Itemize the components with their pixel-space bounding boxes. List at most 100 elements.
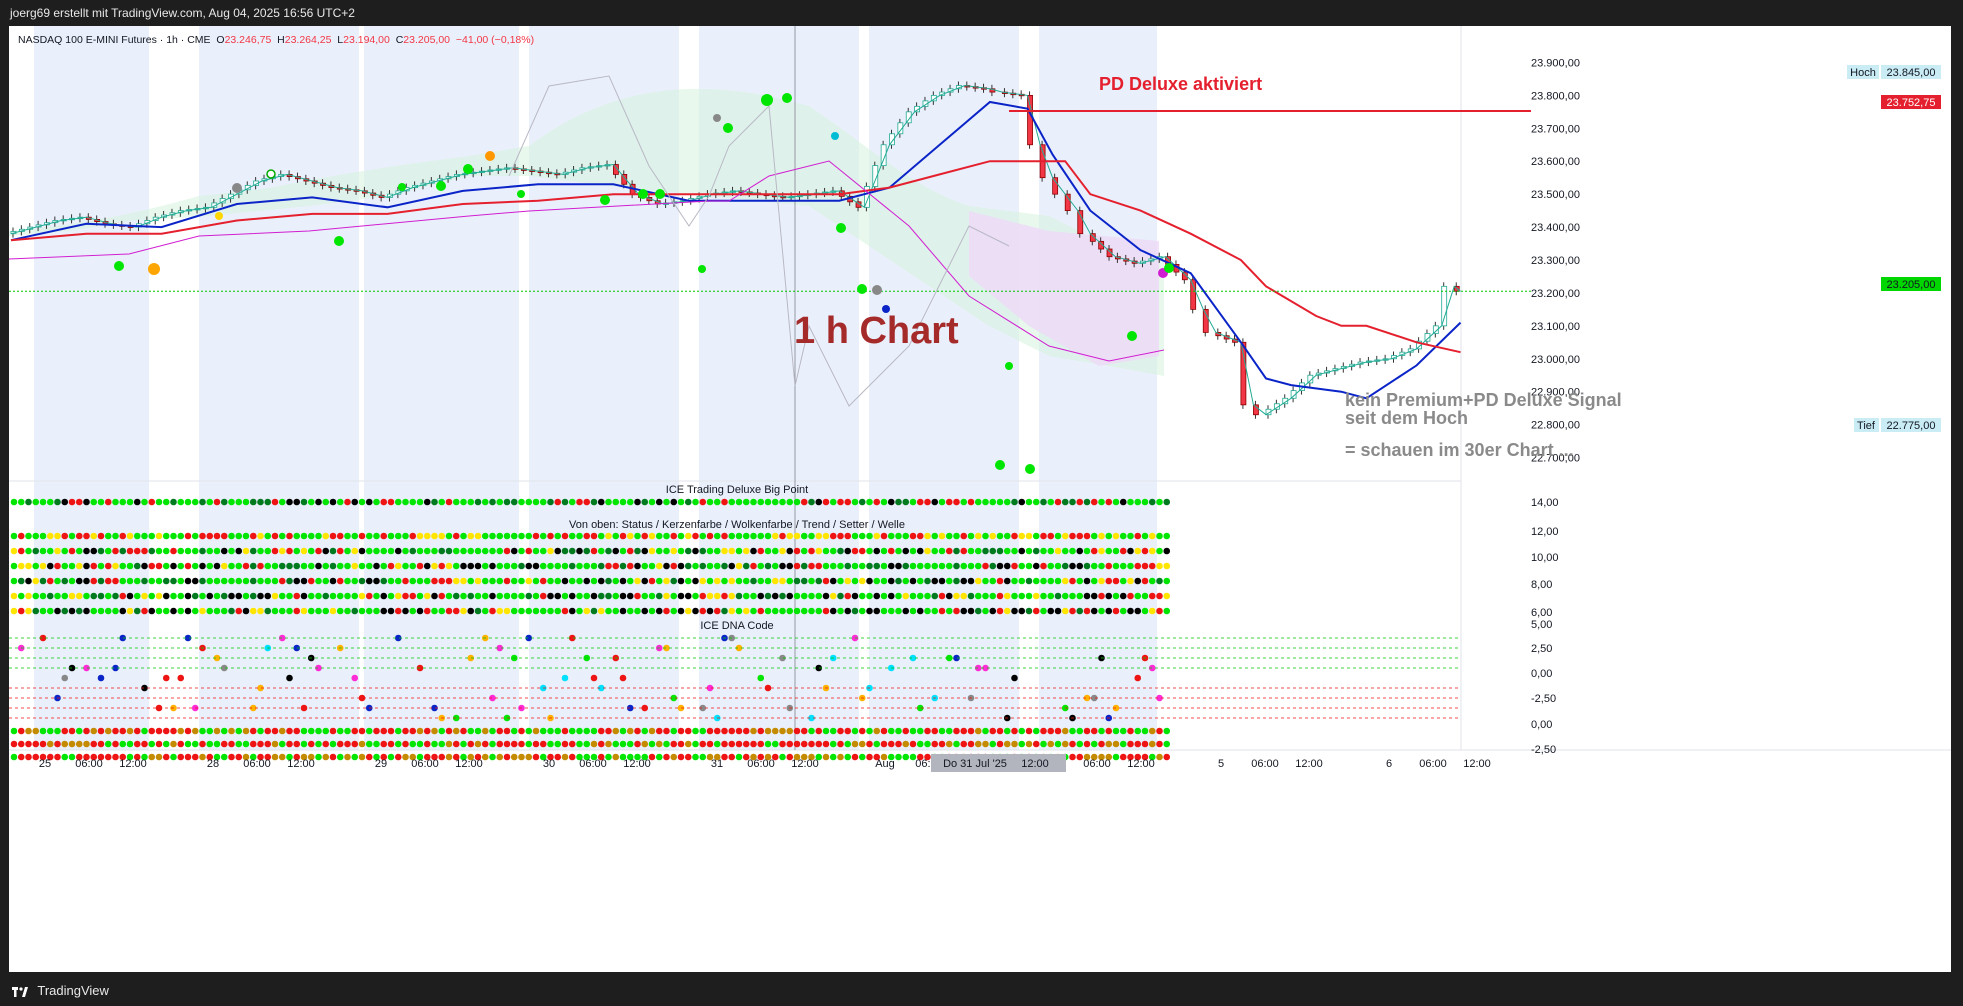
- bottom-row-dot: [133, 740, 141, 748]
- signal-dot: [995, 460, 1005, 470]
- big-point-dot: [996, 498, 1004, 506]
- status-row-dot: [264, 607, 272, 615]
- bottom-row-dot: [648, 740, 656, 748]
- bottom-row-dot: [300, 727, 308, 735]
- big-point-dot: [916, 498, 924, 506]
- bottom-row-dot: [728, 753, 736, 761]
- signal-dot: [836, 223, 846, 233]
- status-row-dot: [829, 547, 837, 555]
- big-point-dot: [568, 498, 576, 506]
- session-shade-6: [1039, 26, 1157, 750]
- bottom-row-dot: [568, 740, 576, 748]
- pane-tick-label: 10,00: [1531, 552, 1559, 564]
- bottom-row-dot: [1025, 727, 1033, 735]
- status-row-dot: [547, 532, 554, 540]
- price-tick-label: 23.300,00: [1531, 255, 1580, 267]
- bottom-row-dot: [895, 753, 902, 761]
- status-row-dot: [670, 562, 678, 570]
- bottom-row-dot: [228, 740, 235, 748]
- bottom-row-dot: [684, 727, 692, 735]
- status-row-dot: [539, 547, 547, 555]
- status-row-dot: [199, 607, 206, 615]
- status-row-dot: [336, 592, 344, 600]
- status-row-dot: [532, 532, 540, 540]
- status-row-dot: [641, 562, 649, 570]
- status-row-dot: [1105, 592, 1113, 600]
- status-row-dot: [148, 592, 156, 600]
- bottom-row-dot: [583, 727, 591, 735]
- bottom-row-dot: [1134, 727, 1142, 735]
- status-row-dot: [844, 592, 852, 600]
- bottom-row-dot: [1127, 753, 1134, 761]
- status-row-dot: [402, 562, 409, 570]
- dna-dot: [293, 644, 301, 652]
- status-row-dot: [83, 607, 90, 615]
- status-row-dot: [199, 592, 206, 600]
- crosshair-label: Do 31 Jul '25 12:00: [931, 754, 1066, 772]
- status-row-dot: [496, 562, 504, 570]
- bottom-row-dot: [423, 727, 431, 735]
- status-row-dot: [1119, 592, 1127, 600]
- big-point-dot: [39, 498, 47, 506]
- bottom-row-dot: [583, 740, 591, 748]
- status-row-dot: [597, 532, 605, 540]
- bottom-row-dot: [706, 727, 714, 735]
- status-row-dot: [315, 592, 322, 600]
- status-row-dot: [713, 547, 721, 555]
- status-row-dot: [713, 592, 721, 600]
- bottom-row-dot: [837, 740, 844, 748]
- status-row-dot: [206, 592, 214, 600]
- bottom-row-dot: [329, 753, 337, 761]
- status-row-dot: [815, 607, 823, 615]
- bottom-row-dot: [1011, 727, 1018, 735]
- status-row-dot: [1054, 577, 1062, 585]
- bottom-row-dot: [1018, 727, 1026, 735]
- status-row-dot: [445, 577, 453, 585]
- time-tick-label: 30: [543, 758, 555, 770]
- bottom-row-dot: [489, 740, 496, 748]
- status-row-dot: [786, 592, 794, 600]
- status-row-dot: [1134, 532, 1142, 540]
- bottom-row-dot: [1069, 753, 1076, 761]
- status-row-dot: [97, 562, 105, 570]
- status-row-dot: [699, 607, 707, 615]
- status-row-dot: [25, 532, 32, 540]
- status-row-dot: [1040, 607, 1047, 615]
- status-row-dot: [141, 592, 148, 600]
- status-row-dot: [293, 592, 301, 600]
- status-row-dot: [307, 607, 315, 615]
- bottom-row-dot: [184, 753, 192, 761]
- status-row-dot: [931, 562, 939, 570]
- time-tick-label: 25: [39, 758, 51, 770]
- status-row-dot: [46, 592, 54, 600]
- status-row-dot: [1112, 562, 1120, 570]
- bottom-row-dot: [1141, 727, 1149, 735]
- bottom-row-dot: [742, 740, 750, 748]
- bottom-row-dot: [1076, 740, 1084, 748]
- status-row-dot: [742, 577, 750, 585]
- status-row-dot: [757, 547, 765, 555]
- status-row-dot: [815, 562, 823, 570]
- status-row-dot: [380, 607, 388, 615]
- bottom-row-dot: [844, 727, 852, 735]
- bottom-row-dot: [547, 740, 554, 748]
- note-line-1: kein Premium+PD Deluxe Signal: [1345, 390, 1622, 410]
- status-row-dot: [641, 547, 649, 555]
- candle-body: [880, 144, 887, 167]
- bottom-row-dot: [670, 727, 678, 735]
- big-point-dot: [503, 498, 511, 506]
- bottom-row-dot: [373, 740, 380, 748]
- status-row-dot: [1127, 607, 1134, 615]
- big-point-dot: [1090, 498, 1098, 506]
- status-row-dot: [75, 592, 83, 600]
- bottom-row-dot: [54, 753, 61, 761]
- status-row-dot: [793, 547, 801, 555]
- chart-svg[interactable]: 23.900,0023.800,0023.700,0023.600,0023.5…: [8, 26, 1951, 972]
- status-row-dot: [220, 532, 228, 540]
- chart-area[interactable]: 23.900,00 23.800,00 23.700,00 23.600,00 23.5…: [8, 26, 1951, 972]
- status-row-dot: [960, 532, 968, 540]
- status-row-dot: [264, 592, 272, 600]
- big-point-dot: [119, 498, 127, 506]
- status-row-dot: [242, 532, 250, 540]
- status-row-dot: [568, 547, 576, 555]
